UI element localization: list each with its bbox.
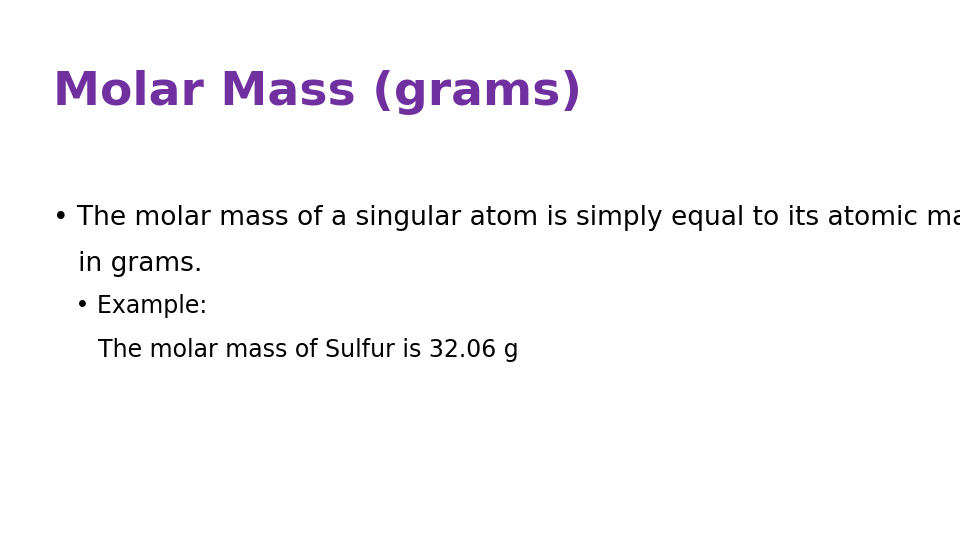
Text: in grams.: in grams. [53,251,203,277]
Text: • Example:: • Example: [53,294,207,318]
Text: • The molar mass of a singular atom is simply equal to its atomic mass: • The molar mass of a singular atom is s… [53,205,960,231]
Text: Molar Mass (grams): Molar Mass (grams) [53,70,582,115]
Text: The molar mass of Sulfur is 32.06 g: The molar mass of Sulfur is 32.06 g [53,338,518,361]
